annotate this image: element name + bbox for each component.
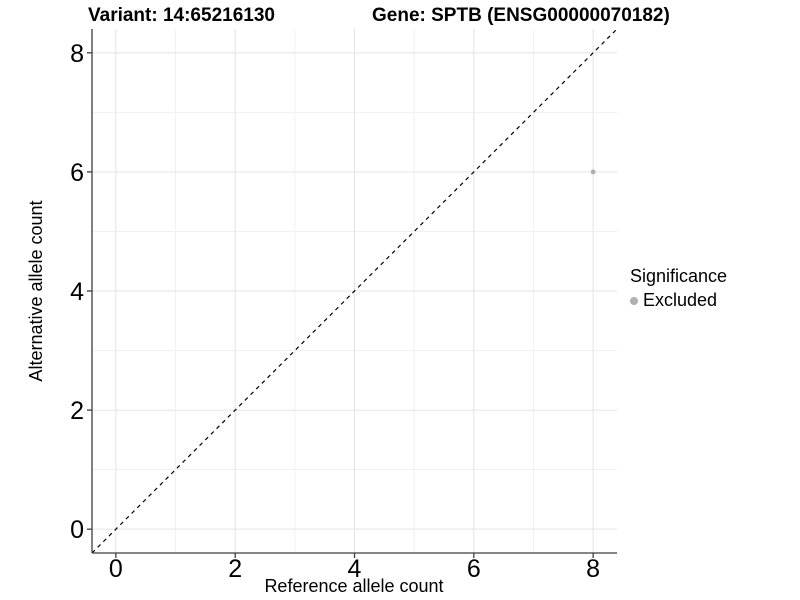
y-tick-label: 0	[70, 516, 84, 544]
y-axis-label: Alternative allele count	[26, 200, 46, 382]
y-tick-label: 8	[70, 40, 84, 68]
y-tick-label: 2	[70, 397, 84, 425]
identity-line	[91, 28, 618, 554]
x-tick-label: 8	[586, 555, 600, 583]
legend: Significance Excluded	[630, 266, 727, 311]
x-tick-label: 4	[348, 555, 362, 583]
y-tick-label: 6	[70, 159, 84, 187]
legend-point-icon	[630, 296, 638, 305]
x-axis-label: Reference allele count	[264, 576, 444, 596]
legend-title: Significance	[630, 266, 728, 286]
x-tick-label: 2	[228, 555, 242, 583]
plot-title-gene: Gene: SPTB (ENSG00000070182)	[372, 5, 670, 26]
plot-title-variant: Variant: 14:65216130	[88, 5, 275, 26]
x-tick-label: 6	[467, 555, 481, 583]
data-point	[590, 169, 596, 175]
legend-item-excluded: Excluded	[630, 290, 727, 311]
x-tick-label: 0	[109, 555, 123, 583]
legend-item-label: Excluded	[643, 290, 718, 310]
y-tick-label: 4	[70, 278, 84, 306]
